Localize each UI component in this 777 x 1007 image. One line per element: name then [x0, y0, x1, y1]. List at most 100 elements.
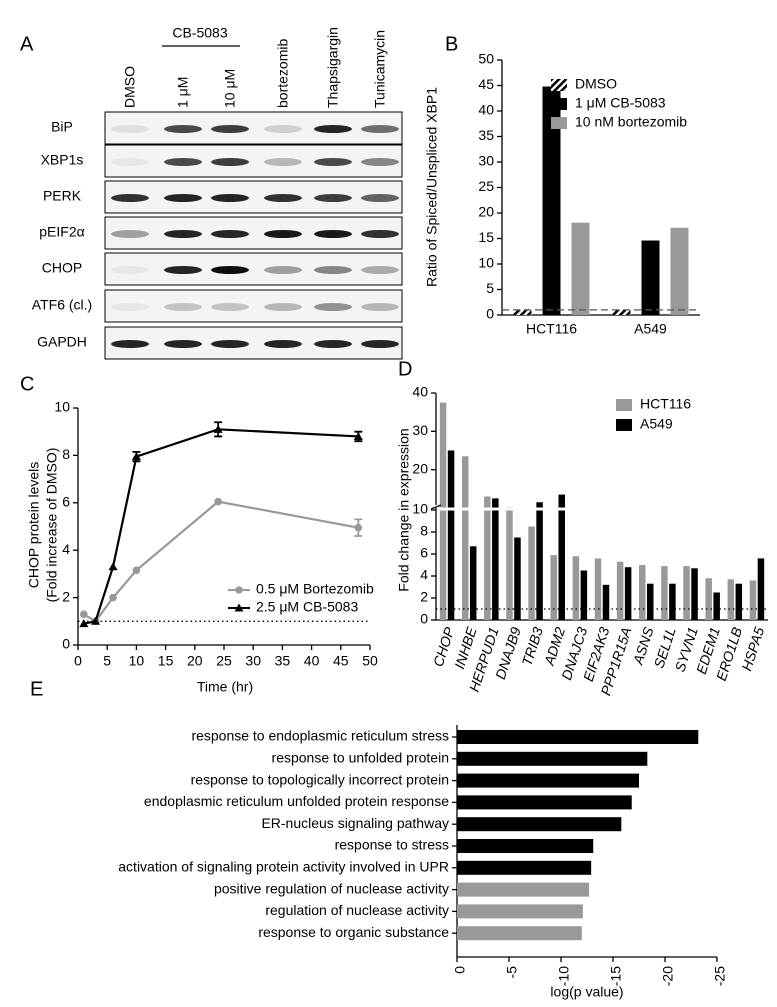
blot-band: [264, 230, 302, 238]
blot-band: [361, 303, 399, 311]
x-tick-label: 20: [187, 653, 203, 669]
x-tick-label: -10: [556, 966, 572, 986]
blot-row-label: ATF6 (cl.): [32, 297, 92, 313]
blot-strip: [104, 216, 403, 250]
data-point: [131, 452, 141, 461]
blot-band: [164, 158, 202, 166]
bar: [691, 568, 698, 620]
bar: [612, 309, 631, 315]
blot-band: [211, 158, 249, 166]
blot-band: [211, 340, 249, 348]
blot-band: [314, 194, 352, 202]
y-tick-label: 4: [62, 541, 70, 557]
legend-marker: [234, 603, 244, 612]
bar: [558, 494, 565, 620]
blot-band: [164, 125, 202, 133]
legend-swatch: [551, 117, 567, 129]
y-tick-label: 5: [486, 280, 494, 296]
bar: [669, 583, 676, 620]
x-tick-label: -20: [660, 966, 676, 986]
bar: [735, 583, 743, 620]
y-tick-label: 25: [478, 178, 494, 194]
y-tick-label: 15: [478, 229, 494, 245]
blot-column-label: DMSO: [122, 66, 138, 108]
legend-label: 0.5 μM Bortezomib: [256, 581, 374, 597]
legend-swatch: [616, 419, 632, 431]
bar: [713, 592, 720, 620]
data-point: [80, 610, 88, 618]
bar: [514, 537, 521, 620]
y-tick-label: activation of signaling protein activity…: [118, 859, 449, 875]
blot-band: [314, 125, 352, 133]
axis-break-gap: [437, 507, 769, 511]
y-tick-label: response to stress: [335, 837, 449, 853]
data-point: [108, 562, 118, 571]
y-tick-label: 2: [62, 588, 70, 604]
y-tick-label: ER-nucleus signaling pathway: [261, 815, 449, 831]
y-tick-label: response to unfolded protein: [272, 750, 449, 766]
blot-band: [111, 194, 149, 202]
blot-band: [111, 158, 149, 166]
panel-label: C: [20, 373, 34, 395]
bar: [542, 86, 561, 316]
bar: [670, 227, 689, 315]
bar: [457, 926, 582, 941]
bar: [757, 558, 765, 620]
data-point: [132, 566, 141, 575]
y-tick-label: 0: [486, 306, 494, 322]
bar: [536, 502, 543, 620]
data-point: [213, 424, 223, 433]
axis-break-mark: [430, 504, 442, 510]
x-axis-label: Time (hr): [197, 679, 253, 695]
x-tick-label: 10: [129, 653, 145, 669]
y-tick-label: 45: [478, 76, 494, 92]
bar: [580, 570, 588, 620]
bar: [484, 496, 491, 620]
x-tick-label: A549: [634, 321, 667, 337]
x-tick-label: 45: [333, 653, 349, 669]
x-tick-label: -25: [712, 966, 728, 986]
blot-band: [111, 266, 149, 274]
panel-label: D: [398, 358, 412, 380]
y-tick-label: 2: [420, 589, 428, 605]
blot-band: [361, 125, 399, 133]
blot-band: [264, 194, 302, 202]
blot-band: [164, 266, 202, 274]
blot-row-label: pEIF2α: [39, 224, 84, 240]
blot-strip: [104, 326, 403, 360]
bar: [457, 730, 699, 744]
blot-band: [314, 266, 352, 274]
panel-label: A: [20, 33, 34, 55]
x-tick-label: 30: [245, 653, 261, 669]
y-tick-label: 30: [412, 422, 428, 438]
blot-strip: [104, 144, 403, 178]
x-tick-label: 5: [103, 653, 111, 669]
data-point: [109, 593, 117, 602]
bar: [571, 222, 590, 315]
bar: [602, 584, 610, 620]
blot-strip: [104, 252, 403, 286]
y-tick-label: 6: [420, 545, 428, 561]
y-tick-label: 20: [478, 204, 494, 220]
bar: [639, 565, 646, 620]
blot-band: [211, 303, 249, 311]
blot-band: [361, 266, 399, 274]
y-tick-label: 0: [62, 636, 70, 652]
bar: [469, 546, 477, 620]
blot-column-label: Tunicamycin: [372, 30, 388, 108]
y-tick-label: 40: [478, 102, 494, 118]
group-label: CB-5083: [172, 25, 227, 41]
legend-swatch: [551, 98, 567, 110]
bar: [457, 795, 632, 810]
y-tick-label: 35: [478, 127, 494, 143]
bar: [457, 904, 583, 919]
y-tick-label: 40: [412, 384, 428, 400]
bar: [528, 526, 535, 620]
legend-marker: [235, 586, 243, 594]
blot-band: [111, 340, 149, 348]
bar: [661, 566, 668, 620]
blot-band: [361, 158, 399, 166]
blot-strip: [104, 180, 403, 214]
y-axis-label: Ratio of Spiced/Unspliced XBP1: [424, 87, 440, 287]
y-tick-label: 10: [412, 501, 428, 517]
